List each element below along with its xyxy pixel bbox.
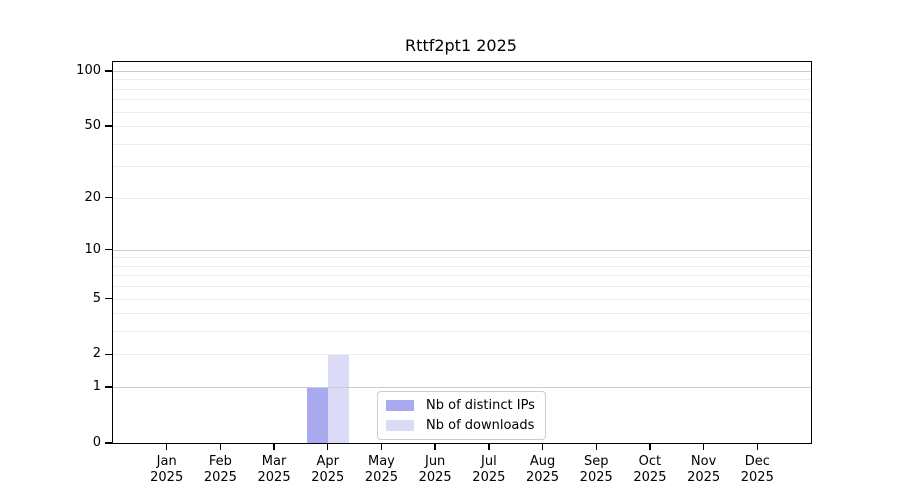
x-tick-mark bbox=[488, 443, 490, 450]
x-tick-label: Nov 2025 bbox=[687, 454, 721, 485]
x-tick-label: Oct 2025 bbox=[633, 454, 667, 485]
y-tick-label: 1 bbox=[92, 379, 101, 395]
plot-area: Nb of distinct IPs Nb of downloads 0 1 2 5 10… bbox=[76, 61, 812, 485]
x-tick-mark bbox=[434, 443, 436, 450]
minor-gridline bbox=[113, 313, 811, 315]
minor-gridline bbox=[113, 197, 811, 199]
minor-gridline bbox=[113, 88, 811, 90]
minor-gridline bbox=[113, 166, 811, 168]
x-tick-label: May 2025 bbox=[364, 454, 398, 485]
minor-gridline bbox=[113, 298, 811, 300]
bar-downloads bbox=[327, 354, 349, 443]
legend-entry: Nb of distinct IPs bbox=[386, 398, 535, 413]
legend-swatch-downloads bbox=[386, 420, 414, 431]
x-tick-label: Feb 2025 bbox=[203, 454, 237, 485]
major-gridline bbox=[113, 387, 811, 389]
minor-gridline bbox=[113, 331, 811, 333]
x-tick-label: Sep 2025 bbox=[579, 454, 613, 485]
y-tick-label: 0 bbox=[92, 435, 101, 450]
y-tick-label: 5 bbox=[92, 290, 101, 306]
x-tick-label: Dec 2025 bbox=[740, 454, 774, 485]
x-tick-label: Mar 2025 bbox=[257, 454, 291, 485]
x-tick-label: Jun 2025 bbox=[418, 454, 452, 485]
minor-gridline bbox=[113, 126, 811, 128]
x-tick-label: Jan 2025 bbox=[150, 454, 184, 485]
legend-swatch-distinct-ips bbox=[386, 400, 414, 411]
legend-label: Nb of downloads bbox=[426, 418, 535, 433]
bar-distinct-ips bbox=[306, 387, 328, 443]
minor-gridline bbox=[113, 275, 811, 277]
x-tick-mark bbox=[541, 443, 544, 450]
minor-gridline bbox=[113, 99, 811, 101]
y-tick-mark bbox=[105, 249, 112, 251]
x-tick-mark bbox=[702, 443, 705, 450]
x-tick-mark bbox=[219, 443, 222, 450]
minor-gridline bbox=[113, 79, 811, 81]
minor-gridline bbox=[113, 257, 811, 259]
y-tick-label: 50 bbox=[84, 118, 101, 134]
chart-title: Rttf2pt1 2025 bbox=[405, 36, 517, 55]
y-tick-mark bbox=[105, 386, 112, 388]
legend: Nb of distinct IPs Nb of downloads bbox=[377, 391, 546, 440]
y-tick-label: 20 bbox=[84, 189, 101, 205]
major-gridline bbox=[113, 71, 811, 73]
minor-gridline bbox=[113, 265, 811, 267]
x-tick-label: Jul 2025 bbox=[472, 454, 506, 485]
y-tick-mark bbox=[105, 70, 112, 72]
minor-gridline bbox=[113, 111, 811, 113]
x-tick-mark bbox=[595, 443, 597, 450]
y-tick-mark bbox=[105, 297, 112, 300]
minor-gridline bbox=[113, 354, 811, 356]
y-tick-mark bbox=[105, 442, 112, 444]
y-tick-mark bbox=[105, 125, 112, 127]
legend-entry: Nb of downloads bbox=[386, 418, 535, 433]
y-tick-mark bbox=[105, 196, 112, 199]
y-tick-mark bbox=[105, 353, 112, 356]
x-tick-label: Aug 2025 bbox=[525, 454, 560, 485]
x-tick-mark bbox=[380, 443, 383, 450]
minor-gridline bbox=[113, 143, 811, 145]
y-tick-label: 100 bbox=[76, 63, 101, 79]
x-tick-mark bbox=[273, 443, 275, 450]
x-tick-mark bbox=[756, 443, 758, 450]
y-tick-label: 10 bbox=[84, 241, 101, 257]
x-tick-mark bbox=[165, 443, 168, 450]
x-tick-label: Apr 2025 bbox=[311, 454, 345, 485]
x-tick-mark bbox=[327, 443, 329, 450]
legend-label: Nb of distinct IPs bbox=[426, 398, 535, 413]
minor-gridline bbox=[113, 286, 811, 288]
x-tick-mark bbox=[649, 443, 651, 450]
y-tick-label: 2 bbox=[92, 346, 101, 362]
major-gridline bbox=[113, 249, 811, 251]
